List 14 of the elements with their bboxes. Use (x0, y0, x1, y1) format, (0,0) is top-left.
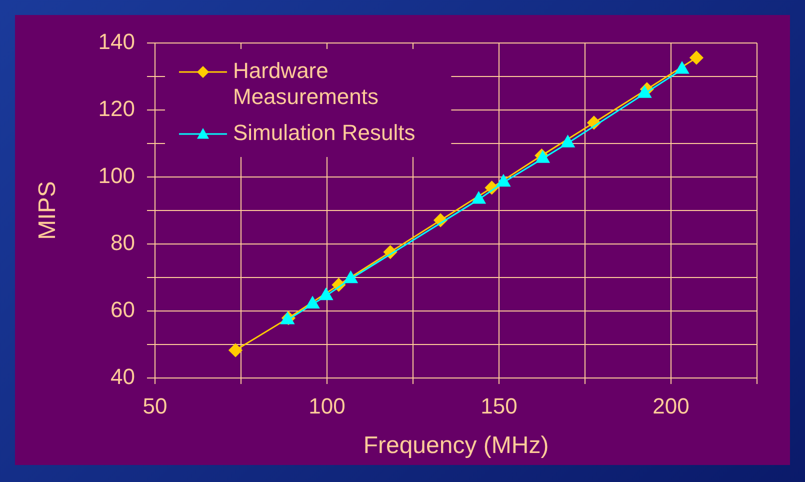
y-tick-label: 100 (98, 163, 135, 188)
x-tick-label: 200 (652, 393, 690, 418)
y-axis-title: MIPS (34, 181, 62, 240)
legend-label: Simulation Results (233, 120, 416, 146)
y-tick-label: 60 (110, 297, 135, 322)
x-axis-title: Frequency (MHz) (363, 432, 549, 460)
y-tick-label: 80 (110, 230, 135, 256)
y-tick-label: 40 (110, 364, 135, 390)
legend-label: Hardware Measurements (233, 58, 379, 110)
x-tick-label: 100 (308, 393, 346, 418)
y-tick-label: 120 (98, 96, 135, 122)
x-tick-label: 150 (480, 393, 518, 418)
y-tick-label: 140 (98, 29, 135, 54)
x-tick-label: 50 (142, 393, 168, 418)
